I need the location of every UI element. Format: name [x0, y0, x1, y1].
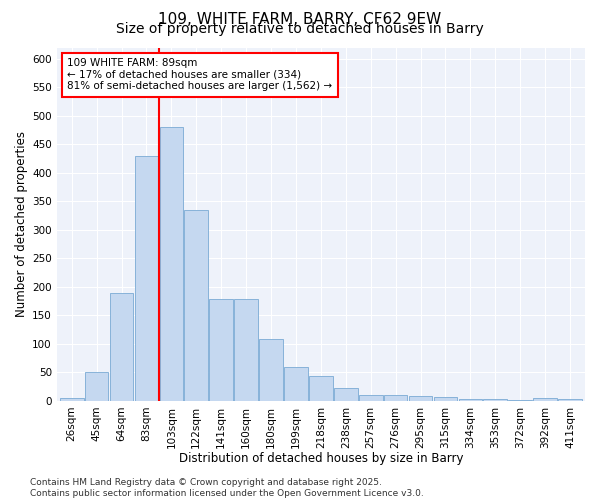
- Bar: [458, 398, 482, 401]
- Bar: [184, 210, 208, 401]
- Bar: [110, 292, 133, 401]
- Bar: [134, 156, 158, 401]
- X-axis label: Distribution of detached houses by size in Barry: Distribution of detached houses by size …: [179, 452, 463, 465]
- Bar: [60, 398, 83, 401]
- Bar: [309, 376, 333, 401]
- Bar: [434, 397, 457, 401]
- Bar: [508, 400, 532, 401]
- Bar: [384, 394, 407, 401]
- Bar: [259, 340, 283, 401]
- Text: Size of property relative to detached houses in Barry: Size of property relative to detached ho…: [116, 22, 484, 36]
- Bar: [409, 396, 433, 401]
- Bar: [533, 398, 557, 401]
- Y-axis label: Number of detached properties: Number of detached properties: [15, 131, 28, 317]
- Bar: [558, 399, 582, 401]
- Bar: [484, 398, 507, 401]
- Text: Contains HM Land Registry data © Crown copyright and database right 2025.
Contai: Contains HM Land Registry data © Crown c…: [30, 478, 424, 498]
- Bar: [209, 300, 233, 401]
- Bar: [359, 394, 383, 401]
- Bar: [160, 128, 183, 401]
- Bar: [235, 300, 258, 401]
- Bar: [85, 372, 109, 401]
- Bar: [334, 388, 358, 401]
- Text: 109, WHITE FARM, BARRY, CF62 9EW: 109, WHITE FARM, BARRY, CF62 9EW: [158, 12, 442, 28]
- Text: 109 WHITE FARM: 89sqm
← 17% of detached houses are smaller (334)
81% of semi-det: 109 WHITE FARM: 89sqm ← 17% of detached …: [67, 58, 332, 92]
- Bar: [284, 366, 308, 401]
